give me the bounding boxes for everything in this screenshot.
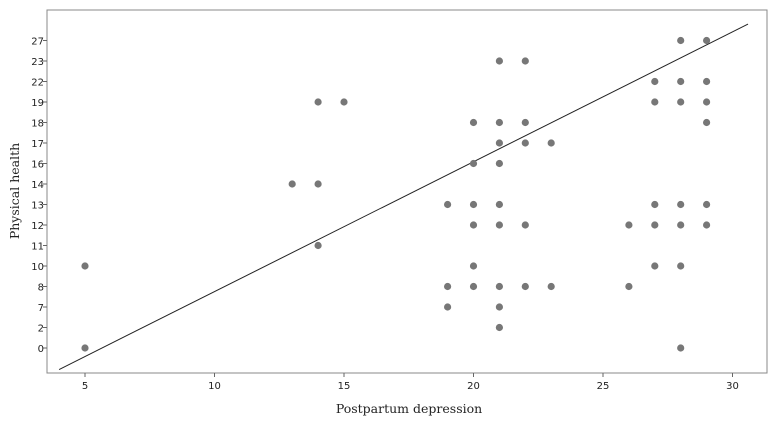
- data-points: [81, 36, 711, 352]
- data-point: [444, 303, 452, 311]
- y-tick-label-14: 14: [31, 180, 44, 191]
- y-tick-label-22: 22: [31, 78, 44, 89]
- x-tick-label-15: 15: [338, 381, 351, 392]
- data-point: [444, 200, 452, 209]
- data-point: [703, 36, 711, 45]
- data-point: [521, 282, 529, 291]
- data-point: [81, 262, 89, 270]
- data-point: [469, 262, 478, 270]
- data-point: [469, 200, 478, 209]
- x-tick-label-5: 5: [82, 381, 88, 392]
- x-axis-title: Postpartum depression: [336, 401, 482, 416]
- fit-line: [58, 23, 749, 370]
- x-axis: 5 10 15 20 25 30: [82, 373, 739, 392]
- y-tick-label-7: 7: [38, 303, 44, 314]
- data-point: [703, 77, 711, 86]
- data-point: [547, 139, 555, 147]
- data-point: [469, 118, 478, 127]
- data-point: [495, 200, 503, 209]
- y-tick-label-10: 10: [31, 262, 44, 273]
- data-point: [314, 180, 322, 188]
- y-tick-label-8: 8: [38, 283, 44, 294]
- data-point: [314, 98, 322, 106]
- y-tick-label-13: 13: [31, 201, 44, 212]
- x-tick-label-10: 10: [208, 381, 221, 392]
- data-point: [703, 98, 711, 106]
- data-point: [444, 282, 452, 291]
- data-point: [495, 323, 503, 332]
- y-tick-label-18: 18: [31, 119, 44, 130]
- data-point: [677, 77, 685, 86]
- data-point: [703, 221, 711, 229]
- y-axis-title: Physical health: [7, 143, 22, 239]
- data-point: [340, 98, 348, 106]
- data-point: [521, 139, 529, 147]
- data-point: [625, 221, 633, 229]
- data-point: [521, 118, 529, 127]
- data-point: [677, 221, 685, 229]
- x-tick-label-30: 30: [726, 381, 739, 392]
- data-point: [495, 303, 503, 311]
- y-tick-label-23: 23: [31, 57, 44, 68]
- y-tick-label-27: 27: [31, 37, 44, 48]
- data-point: [495, 118, 503, 127]
- y-tick-label-2: 2: [38, 324, 44, 335]
- data-point: [495, 139, 503, 147]
- data-point: [651, 221, 659, 229]
- data-point: [703, 200, 711, 209]
- data-point: [677, 262, 685, 270]
- data-point: [495, 221, 503, 229]
- y-tick-label-16: 16: [31, 160, 44, 171]
- y-tick-label-0: 0: [38, 344, 44, 355]
- data-point: [288, 180, 296, 188]
- data-point: [625, 282, 633, 291]
- data-point: [547, 282, 555, 291]
- data-point: [469, 159, 478, 168]
- plot-area: [46, 9, 768, 374]
- y-tick-label-19: 19: [31, 98, 44, 109]
- y-tick-label-12: 12: [31, 221, 44, 232]
- data-point: [677, 344, 685, 352]
- x-tick-label-20: 20: [467, 381, 480, 392]
- data-point: [677, 200, 685, 209]
- data-point: [703, 118, 711, 127]
- data-point: [651, 200, 659, 209]
- data-point: [469, 282, 478, 291]
- data-point: [651, 98, 659, 106]
- data-point: [521, 221, 529, 229]
- data-point: [495, 282, 503, 291]
- data-point: [81, 344, 89, 352]
- y-tick-label-11: 11: [31, 242, 44, 253]
- data-point: [521, 57, 529, 65]
- data-point: [651, 77, 659, 86]
- data-point: [314, 241, 322, 250]
- data-point: [677, 36, 685, 45]
- fit-line-group: [58, 23, 749, 370]
- data-point: [677, 98, 685, 106]
- y-tick-label-17: 17: [31, 139, 44, 150]
- data-point: [495, 57, 503, 65]
- data-point: [469, 221, 478, 229]
- data-point: [651, 262, 659, 270]
- data-point: [495, 159, 503, 168]
- x-tick-label-25: 25: [597, 381, 610, 392]
